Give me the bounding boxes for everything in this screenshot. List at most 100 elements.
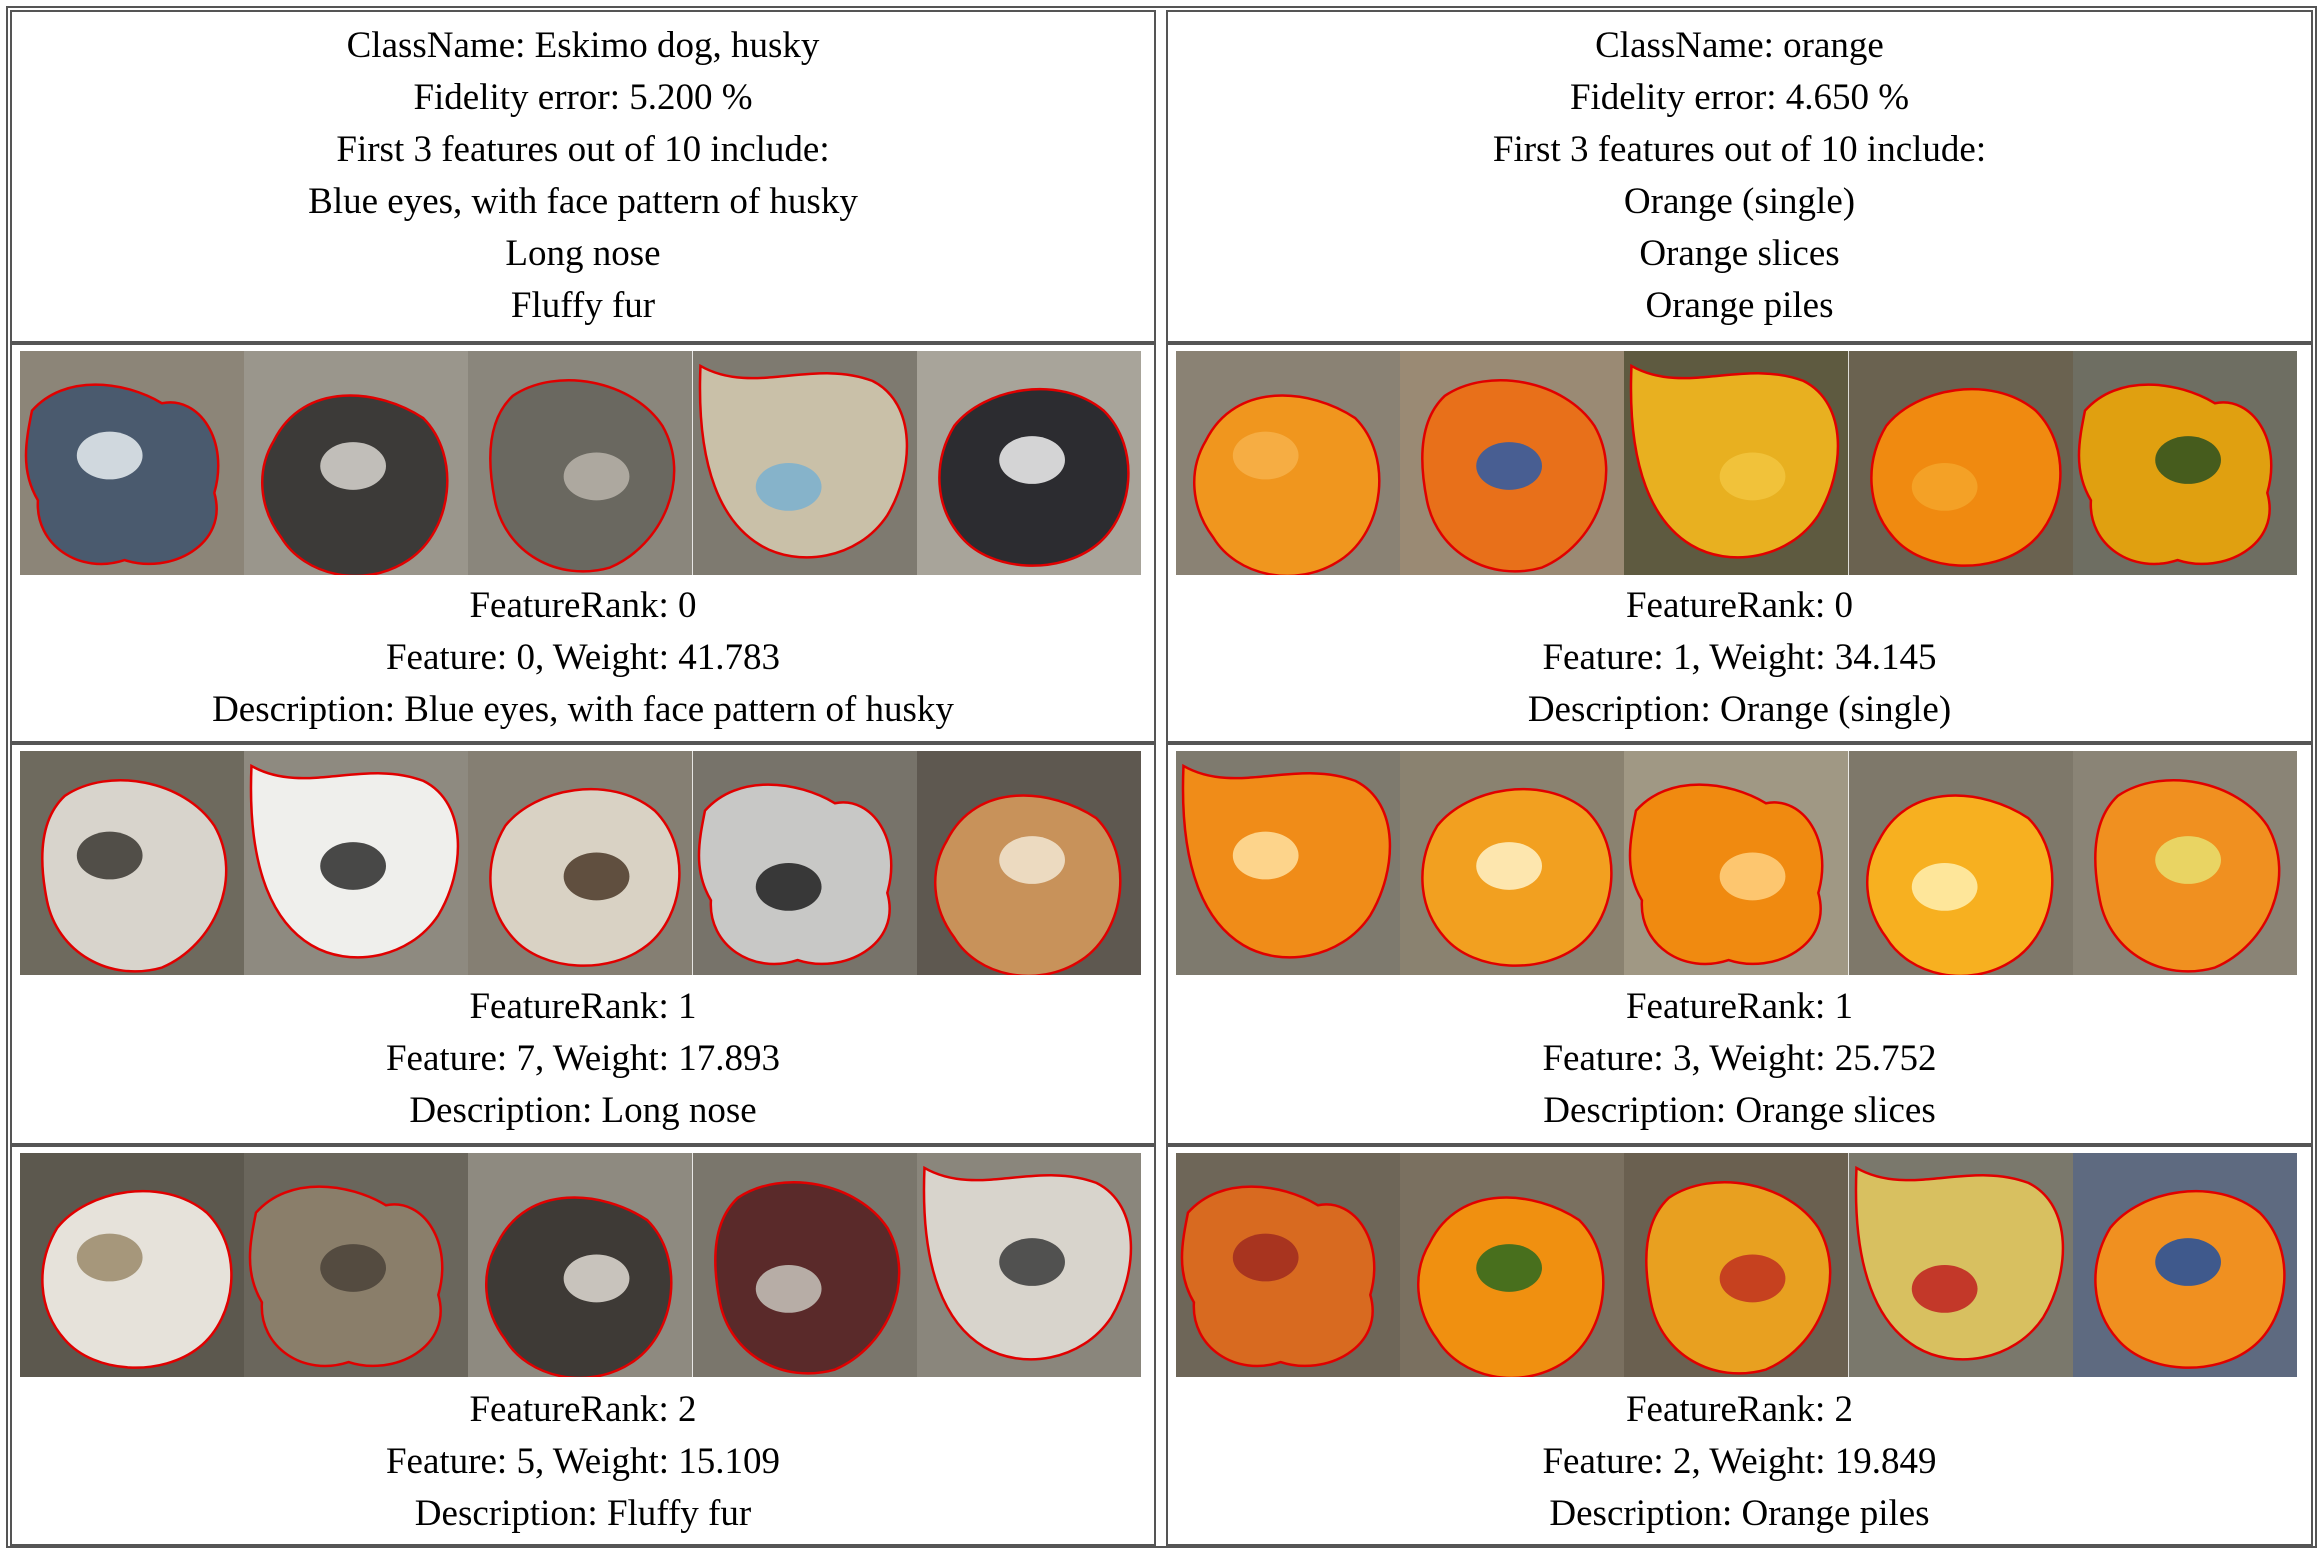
highlight-outline: [1867, 796, 2052, 975]
highlight-region: [699, 365, 907, 558]
feature-cell: FeatureRank: 0 Feature: 1, Weight: 34.14…: [1166, 343, 2313, 743]
feature-thumbnail: [244, 351, 469, 575]
highlight-detail: [1476, 442, 1543, 490]
highlight-outline: [491, 380, 675, 571]
feature-rank: FeatureRank: 2: [1625, 1389, 1854, 1430]
thumbnail-graphic: [1400, 1153, 1625, 1377]
feature-summary-3: Fluffy fur: [510, 285, 656, 326]
feature-thumbnail: [468, 751, 693, 975]
feature-thumbnail: [2072, 351, 2297, 575]
feature-thumbnail: [2072, 1153, 2297, 1377]
highlight-detail: [76, 831, 143, 880]
feature-thumbnail: [916, 751, 1141, 975]
highlight-outline: [1183, 766, 1390, 957]
feature-summary-2: Long nose: [505, 233, 661, 274]
feature-image-strip: [1176, 351, 2297, 575]
feature-cell: FeatureRank: 2 Feature: 2, Weight: 19.84…: [1166, 1145, 2313, 1546]
highlight-outline: [699, 785, 891, 964]
feature-rank: FeatureRank: 0: [469, 585, 697, 626]
highlight-detail: [999, 836, 1065, 884]
thumbnail-graphic: [1176, 751, 1401, 975]
highlight-outline: [1423, 789, 1612, 966]
thumbnail-graphic: [916, 751, 1141, 975]
feature-thumbnail: [692, 751, 917, 975]
highlight-detail: [564, 452, 630, 501]
highlight-outline: [250, 1187, 442, 1366]
feature-thumbnail: [1848, 751, 2073, 975]
feature-cell: FeatureRank: 1 Feature: 3, Weight: 25.75…: [1166, 743, 2313, 1145]
highlight-region: [42, 1191, 232, 1368]
feature-weight: Feature: 2, Weight: 19.849: [1542, 1441, 1937, 1482]
highlight-outline: [935, 796, 1120, 975]
highlight-outline: [42, 1191, 231, 1368]
thumbnail-graphic: [1400, 351, 1625, 575]
thumbnail-graphic: [1176, 1153, 1401, 1377]
highlight-detail: [76, 1233, 143, 1282]
highlight-detail: [1911, 1265, 1978, 1313]
thumbnail-graphic: [1400, 751, 1625, 975]
feature-thumbnail: [1848, 1153, 2073, 1377]
header-cell-orange: ClassName: orange Fidelity error: 4.650 …: [1166, 10, 2313, 343]
thumbnail-graphic: [1624, 1153, 1849, 1377]
feature-thumbnail: [692, 1153, 917, 1377]
feature-cell: FeatureRank: 2 Feature: 5, Weight: 15.10…: [10, 1145, 1156, 1546]
highlight-region: [42, 780, 227, 972]
highlight-detail: [2155, 836, 2221, 884]
fidelity-error: Fidelity error: 4.650 %: [1569, 77, 1910, 118]
highlight-outline: [1647, 1182, 1831, 1373]
feature-description: Description: Orange slices: [1543, 1090, 1936, 1131]
highlight-outline: [2079, 385, 2271, 564]
highlight-outline: [251, 766, 458, 957]
highlight-detail: [755, 1265, 822, 1313]
thumbnail-graphic: [20, 351, 245, 575]
highlight-detail: [564, 1254, 630, 1303]
feature-thumbnail: [20, 351, 245, 575]
highlight-outline: [26, 385, 218, 564]
highlight-detail: [1720, 452, 1786, 501]
feature-thumbnail: [1176, 351, 1401, 575]
highlight-region: [1855, 1167, 2063, 1360]
highlight-detail: [320, 842, 387, 890]
highlight-detail: [320, 1244, 387, 1292]
feature-thumbnail: [1624, 351, 1849, 575]
highlight-outline: [2095, 780, 2279, 971]
highlight-detail: [1720, 1254, 1786, 1303]
highlight-detail: [1232, 431, 1299, 480]
results-table: [6, 6, 2317, 1548]
feature-summary-1: Blue eyes, with face pattern of husky: [308, 181, 858, 222]
highlight-detail: [1232, 1233, 1299, 1282]
thumbnail-graphic: [20, 1153, 245, 1377]
feature-thumbnail: [20, 751, 245, 975]
feature-thumbnail: [916, 1153, 1141, 1377]
highlight-outline: [42, 780, 226, 971]
thumbnail-graphic: [244, 751, 469, 975]
thumbnail-graphic: [916, 1153, 1141, 1377]
highlight-detail: [76, 431, 143, 480]
highlight-outline: [939, 389, 1128, 566]
highlight-detail: [2155, 436, 2221, 484]
feature-image-strip: [20, 751, 1141, 975]
feature-thumbnail: [2072, 751, 2297, 975]
feature-cell: FeatureRank: 1 Feature: 7, Weight: 17.89…: [10, 743, 1156, 1145]
thumbnail-graphic: [692, 1153, 917, 1377]
highlight-detail: [1720, 852, 1786, 901]
highlight-outline: [715, 1182, 899, 1373]
feature-description: Description: Orange (single): [1527, 689, 1952, 730]
feature-weight: Feature: 1, Weight: 34.145: [1542, 637, 1937, 678]
thumbnail-graphic: [20, 751, 245, 975]
highlight-outline: [1194, 396, 1379, 575]
feature-thumbnail: [692, 351, 917, 575]
feature-thumbnail: [1848, 351, 2073, 575]
thumbnail-graphic: [2072, 1153, 2297, 1377]
highlight-detail: [1911, 463, 1978, 511]
feature-thumbnail: [916, 351, 1141, 575]
feature-description: Description: Orange piles: [1549, 1493, 1930, 1534]
highlight-detail: [564, 852, 630, 901]
highlight-detail: [999, 436, 1065, 484]
highlight-outline: [1631, 366, 1838, 557]
feature-cell: FeatureRank: 0 Feature: 0, Weight: 41.78…: [10, 343, 1156, 743]
highlight-outline: [1871, 389, 2060, 566]
fidelity-error: Fidelity error: 5.200 %: [413, 77, 753, 118]
feature-weight: Feature: 3, Weight: 25.752: [1542, 1038, 1937, 1079]
thumbnail-graphic: [468, 351, 693, 575]
